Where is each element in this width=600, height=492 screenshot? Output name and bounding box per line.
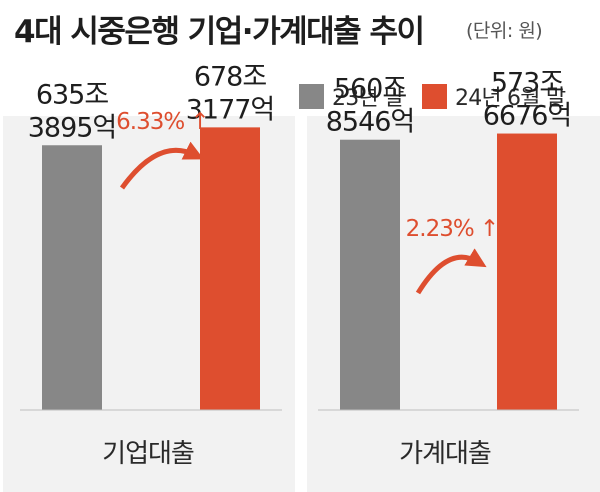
data-label-trillion-0-1: 678조 [194,61,267,92]
change-label-1: 2.23% ↑ [406,216,499,242]
legend-label-2023: 23년 말 [332,86,404,111]
bar-1-0 [340,139,400,411]
category-label-1: 가계대출 [399,439,491,469]
data-label-billion-0-1: 3177억 [186,94,275,125]
data-label-billion-1-1: 6676억 [483,101,572,132]
data-label-billion-0-0: 3895억 [28,112,117,143]
legend-swatch-gray [299,83,324,109]
increase-arrow-1 [415,248,487,295]
bar-0-1 [200,127,260,411]
data-label-trillion-0-0: 635조 [36,79,109,110]
legend-item-2024: 24년 6월 말 [422,80,566,112]
legend-item-2023: 23년 말 [299,80,404,112]
data-label-trillion-1-0: 560조 [334,74,407,105]
unit-label: (단위: 원) [466,20,543,42]
data-label-trillion-1-1: 573조 [491,68,564,99]
legend-swatch-orange [422,83,447,109]
chart-title: 4대 시중은행 기업·가계대출 추이 [14,14,425,50]
legend-label-2024: 24년 6월 말 [455,86,566,111]
increase-arrow-0 [119,141,204,190]
bar-0-0 [42,145,102,410]
category-label-0: 기업대출 [102,439,194,469]
bar-1-1 [497,133,557,410]
change-label-0: 6.33% ↑ [116,109,209,135]
data-label-billion-1-0: 8546억 [326,107,415,138]
